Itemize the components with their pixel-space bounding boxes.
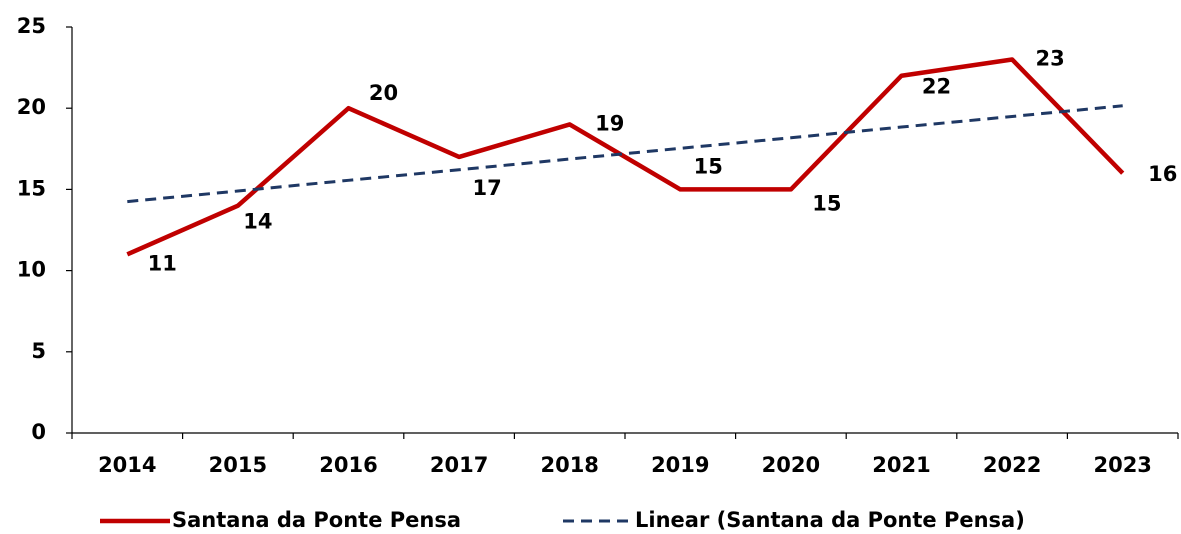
data-label: 14 bbox=[243, 210, 272, 234]
data-label: 23 bbox=[1035, 46, 1064, 70]
data-label: 17 bbox=[472, 176, 501, 200]
x-tick-label: 2021 bbox=[872, 453, 930, 477]
data-label: 20 bbox=[369, 81, 398, 105]
x-tick-label: 2016 bbox=[319, 453, 377, 477]
x-tick-label: 2014 bbox=[98, 453, 156, 477]
data-label: 19 bbox=[595, 111, 624, 135]
y-tick-label: 20 bbox=[17, 95, 46, 119]
x-tick-label: 2023 bbox=[1093, 453, 1151, 477]
y-tick-label: 10 bbox=[17, 258, 46, 282]
legend-label: Linear (Santana da Ponte Pensa) bbox=[635, 508, 1025, 532]
y-tick-label: 5 bbox=[31, 339, 46, 363]
x-tick-label: 2022 bbox=[983, 453, 1041, 477]
series-line bbox=[126, 57, 1125, 257]
data-label: 15 bbox=[694, 154, 723, 178]
legend-label: Santana da Ponte Pensa bbox=[172, 508, 461, 532]
series-line bbox=[127, 104, 1123, 204]
x-tick-label: 2019 bbox=[651, 453, 709, 477]
data-label: 11 bbox=[148, 251, 177, 275]
x-tick-label: 2017 bbox=[430, 453, 488, 477]
x-tick-label: 2018 bbox=[540, 453, 598, 477]
x-tick-label: 2015 bbox=[209, 453, 267, 477]
data-label: 15 bbox=[812, 191, 841, 215]
y-tick-label: 25 bbox=[17, 14, 46, 38]
data-label: 22 bbox=[922, 75, 951, 99]
y-tick-label: 0 bbox=[31, 420, 46, 444]
data-label: 16 bbox=[1148, 162, 1177, 186]
x-tick-label: 2020 bbox=[762, 453, 820, 477]
y-tick-label: 15 bbox=[17, 176, 46, 200]
